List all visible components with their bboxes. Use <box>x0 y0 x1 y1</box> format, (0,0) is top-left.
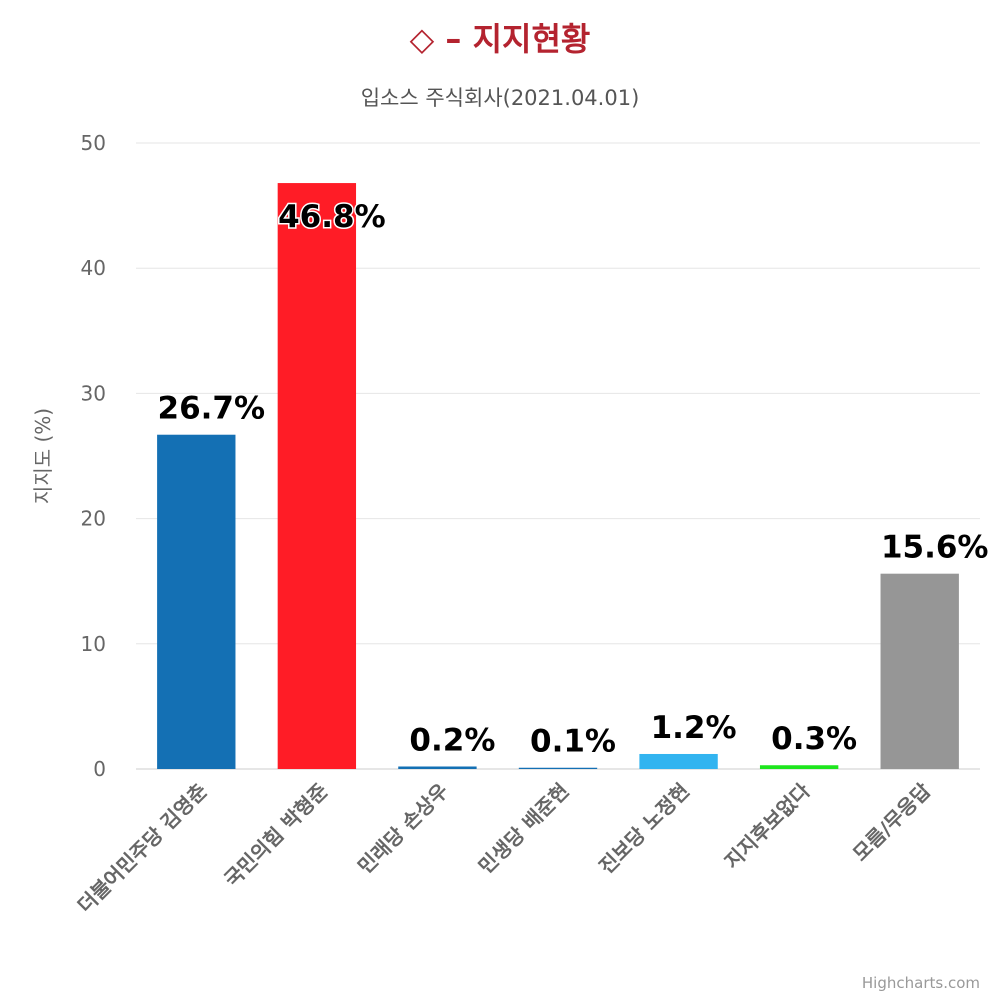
y-tick-label: 50 <box>81 131 106 155</box>
data-label: 1.2% <box>651 710 737 746</box>
data-label: 15.6% <box>881 530 989 566</box>
category-label: 지지후보없다 <box>720 778 815 873</box>
bar <box>157 434 236 769</box>
y-tick-label: 10 <box>81 632 106 656</box>
data-label: 0.1% <box>530 724 616 760</box>
y-tick-label: 0 <box>93 757 106 781</box>
data-label: 0.2% <box>409 722 495 758</box>
bar <box>518 767 598 769</box>
bar <box>639 753 718 769</box>
category-label: 민생당 배준현 <box>474 779 574 879</box>
category-label: 진보당 노정현 <box>594 779 694 879</box>
category-label: 국민의힘 박형준 <box>219 779 332 892</box>
bar <box>398 766 477 769</box>
y-axis-title: 지지도 (%) <box>31 408 55 504</box>
chart-title: ◇ – 지지현황 <box>0 14 1000 60</box>
bar <box>759 765 839 769</box>
category-label: 모름/무응답 <box>848 778 936 866</box>
category-label: 더불어민주당 김영춘 <box>73 779 212 918</box>
bar <box>277 183 357 770</box>
data-label: 0.3% <box>771 721 857 757</box>
chart-subtitle: 입소스 주식회사(2021.04.01) <box>360 86 640 110</box>
chart-title-text: – 지지현황 <box>445 20 591 58</box>
bar <box>880 573 959 769</box>
diamond-icon: ◇ <box>409 20 435 58</box>
y-tick-label: 20 <box>81 507 106 531</box>
data-label: 26.7% <box>158 391 266 427</box>
data-label: 46.8% <box>278 199 386 235</box>
category-label: 민래당 손상우 <box>353 779 453 879</box>
credits-link[interactable]: Highcharts.com <box>861 974 980 992</box>
y-tick-label: 40 <box>81 256 106 280</box>
y-tick-label: 30 <box>81 381 106 405</box>
